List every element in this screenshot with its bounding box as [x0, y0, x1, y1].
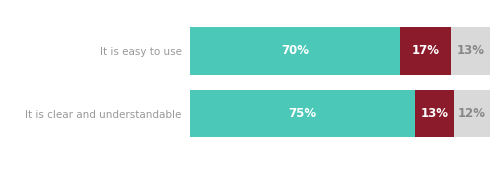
Bar — [400, 27, 451, 74]
Text: 12%: 12% — [458, 107, 486, 120]
Bar — [451, 27, 490, 74]
Bar — [454, 90, 490, 137]
Bar — [415, 90, 454, 137]
Text: 13%: 13% — [456, 44, 484, 57]
Text: 13%: 13% — [420, 107, 448, 120]
Text: 17%: 17% — [412, 44, 440, 57]
Text: 75%: 75% — [288, 107, 316, 120]
Bar — [190, 27, 400, 74]
Text: 70%: 70% — [281, 44, 309, 57]
Bar — [190, 90, 415, 137]
